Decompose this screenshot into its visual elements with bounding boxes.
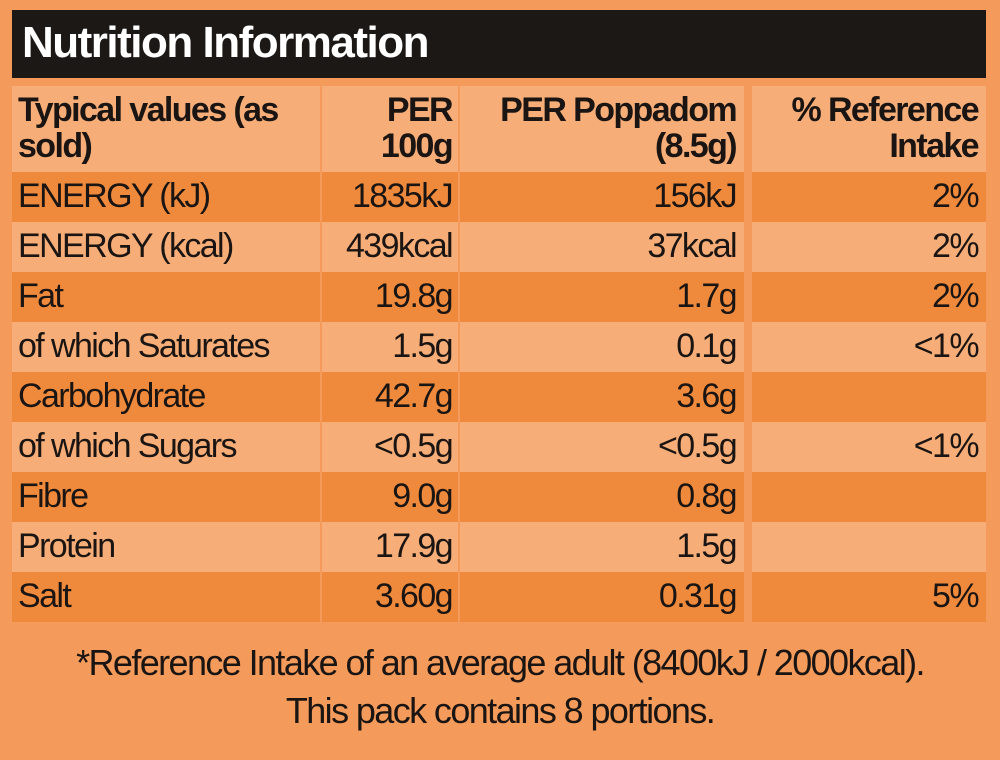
row-per-100g: 42.7g	[322, 372, 458, 422]
row-per-100g: 17.9g	[322, 522, 458, 572]
row-label: ENERGY (kJ)	[12, 172, 320, 222]
row-reference-intake	[752, 522, 986, 572]
nutrition-table: Typical values (as sold) PER 100g PER Po…	[12, 86, 986, 622]
row-label: Carbohydrate	[12, 372, 320, 422]
title-bar: Nutrition Information	[12, 10, 986, 78]
pack-portions-note: This pack contains 8 portions.	[285, 690, 716, 731]
row-per-poppadom: 156kJ	[460, 172, 744, 222]
reference-intake-footnote: *Reference Intake of an average adult (8…	[76, 642, 925, 683]
row-reference-intake: <1%	[752, 422, 986, 472]
row-label: Fat	[12, 272, 320, 322]
footnote: *Reference Intake of an average adult (8…	[0, 632, 1000, 760]
row-reference-intake	[752, 372, 986, 422]
header-per-100g: PER 100g	[322, 86, 458, 172]
table-row: ENERGY (kJ) 1835kJ 156kJ 2%	[12, 172, 986, 222]
row-label: Fibre	[12, 472, 320, 522]
row-per-100g: 9.0g	[322, 472, 458, 522]
row-per-100g: 439kcal	[322, 222, 458, 272]
table-header-row: Typical values (as sold) PER 100g PER Po…	[12, 86, 986, 172]
row-per-100g: 19.8g	[322, 272, 458, 322]
row-per-poppadom: 0.31g	[460, 572, 744, 622]
row-per-poppadom: 1.7g	[460, 272, 744, 322]
row-label: of which Sugars	[12, 422, 320, 472]
row-per-100g: <0.5g	[322, 422, 458, 472]
table-row: of which Sugars <0.5g <0.5g <1%	[12, 422, 986, 472]
row-label: Protein	[12, 522, 320, 572]
table-row: Fibre 9.0g 0.8g	[12, 472, 986, 522]
row-reference-intake: 2%	[752, 172, 986, 222]
header-typical-values: Typical values (as sold)	[12, 86, 320, 172]
table-row: Fat 19.8g 1.7g 2%	[12, 272, 986, 322]
row-per-100g: 1.5g	[322, 322, 458, 372]
table-row: Salt 3.60g 0.31g 5%	[12, 572, 986, 622]
header-per-poppadom: PER Poppadom (8.5g)	[460, 86, 744, 172]
row-reference-intake: 2%	[752, 222, 986, 272]
row-per-poppadom: 0.8g	[460, 472, 744, 522]
row-per-poppadom: 0.1g	[460, 322, 744, 372]
row-label: of which Saturates	[12, 322, 320, 372]
table-row: ENERGY (kcal) 439kcal 37kcal 2%	[12, 222, 986, 272]
row-per-poppadom: 3.6g	[460, 372, 744, 422]
row-per-100g: 3.60g	[322, 572, 458, 622]
row-per-poppadom: <0.5g	[460, 422, 744, 472]
page-title: Nutrition Information	[22, 18, 430, 67]
row-label: ENERGY (kcal)	[12, 222, 320, 272]
row-label: Salt	[12, 572, 320, 622]
row-reference-intake: 5%	[752, 572, 986, 622]
row-reference-intake: <1%	[752, 322, 986, 372]
table-row: Protein 17.9g 1.5g	[12, 522, 986, 572]
table-row: of which Saturates 1.5g 0.1g <1%	[12, 322, 986, 372]
header-reference-intake: % Reference Intake	[752, 86, 986, 172]
row-per-100g: 1835kJ	[322, 172, 458, 222]
row-per-poppadom: 1.5g	[460, 522, 744, 572]
row-per-poppadom: 37kcal	[460, 222, 744, 272]
table-row: Carbohydrate 42.7g 3.6g	[12, 372, 986, 422]
row-reference-intake: 2%	[752, 272, 986, 322]
row-reference-intake	[752, 472, 986, 522]
